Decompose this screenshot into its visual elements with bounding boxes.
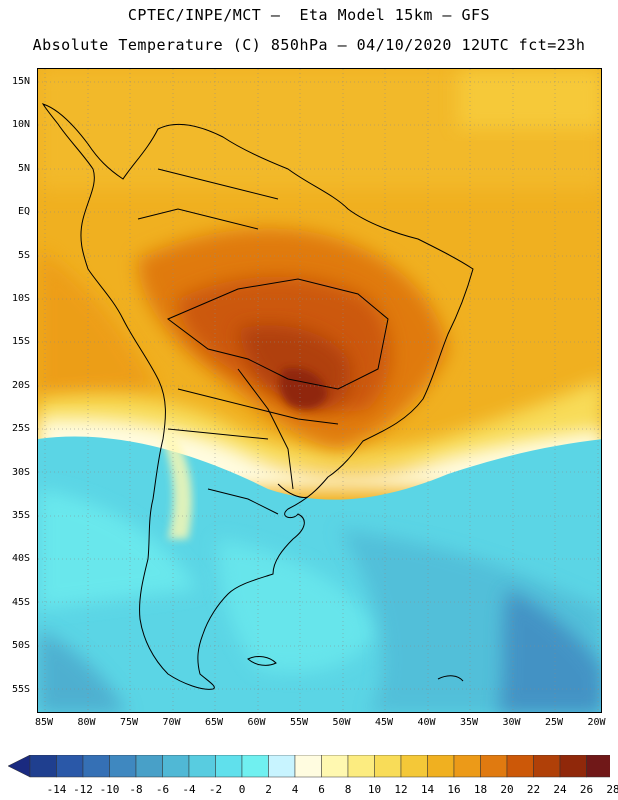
latitude-label: 55S: [11, 683, 30, 695]
longitude-label: 80W: [77, 717, 96, 728]
colorbar-swatch: [109, 755, 137, 778]
colorbar-label: -8: [129, 783, 143, 796]
colorbar-label: 20: [500, 783, 514, 796]
longitude-label: 85W: [34, 717, 54, 728]
longitude-label: 35W: [459, 717, 479, 728]
colorbar-swatch: [427, 755, 455, 778]
colorbar-swatch: [135, 755, 163, 778]
colorbar-swatch: [480, 755, 508, 778]
colorbar-swatch: [586, 755, 610, 778]
colorbar-label: 4: [291, 783, 299, 796]
colorbar-swatch: [559, 755, 587, 778]
latitude-label: 40S: [11, 553, 30, 565]
colorbar-swatch: [506, 755, 534, 778]
colorbar-label: -14: [46, 783, 67, 796]
colorbar-swatch: [374, 755, 402, 778]
colorbar-swatch: [347, 755, 375, 778]
latitude-label: 10N: [11, 119, 30, 131]
longitude-label: 25W: [544, 717, 564, 728]
latitude-label: 10S: [11, 293, 30, 304]
colorbar-label: 24: [553, 783, 567, 796]
colorbar-label: 10: [367, 783, 382, 796]
longitude-label: 75W: [119, 717, 139, 728]
colorbar-label: 12: [394, 783, 408, 796]
colorbar-label: 2: [265, 783, 272, 796]
colorbar-low-arrow: [8, 755, 31, 778]
colorbar-swatch: [29, 755, 57, 778]
colorbar-swatch: [294, 755, 322, 778]
colorbar-label: 8: [344, 783, 352, 796]
colorbar-swatch: [241, 755, 269, 778]
latitude-label: 50S: [11, 640, 30, 652]
latitude-label: 5S: [17, 249, 30, 261]
latitude-label: 25S: [11, 423, 30, 435]
latitude-label: 45S: [11, 596, 30, 608]
colorbar-label: 14: [420, 783, 435, 796]
colorbar-label: -6: [155, 783, 170, 796]
map-canvas: [38, 69, 601, 712]
colorbar-swatch: [188, 755, 216, 778]
latitude-label: 5N: [17, 162, 30, 174]
color-scale-bar: [8, 755, 610, 778]
colorbar-swatch: [82, 755, 110, 778]
longitude-label: 60W: [247, 717, 266, 728]
colorbar-swatch: [162, 755, 190, 778]
coastlines: [41, 103, 474, 690]
colorbar-label: -4: [182, 783, 196, 796]
latitude-label: 15N: [11, 76, 30, 87]
longitude-label: 70W: [162, 717, 181, 728]
colorbar-label: -12: [73, 783, 93, 796]
colorbar-label: 28: [606, 783, 618, 796]
colorbar-label: 6: [318, 783, 325, 796]
colorbar-swatch: [400, 755, 428, 778]
longitude-label: 40W: [417, 717, 436, 728]
latitude-label: 35S: [11, 510, 30, 521]
colorbar-swatch: [321, 755, 349, 778]
longitude-label: 55W: [289, 717, 309, 728]
longitude-label: 20W: [587, 717, 606, 728]
latitude-label: 15S: [11, 336, 30, 348]
longitude-label: 30W: [502, 717, 521, 728]
latitude-label: EQ: [17, 206, 30, 218]
latitude-label: 20S: [11, 379, 30, 391]
longitude-label: 45W: [374, 717, 394, 728]
colorbar-swatch: [215, 755, 243, 778]
colorbar-swatch: [56, 755, 84, 778]
colorbar-swatch: [533, 755, 561, 778]
colorbar-label: -10: [99, 783, 120, 796]
colorbar-label: 16: [447, 783, 461, 796]
colorbar-label: 18: [473, 783, 488, 796]
temperature-map: [37, 68, 602, 713]
colorbar-label: 0: [238, 783, 246, 796]
colorbar-label: 26: [579, 783, 594, 796]
longitude-label: 50W: [332, 717, 351, 728]
colorbar-swatch: [268, 755, 296, 778]
chart-title-line1: CPTEC/INPE/MCT — Eta Model 15km — GFS: [127, 6, 491, 24]
colorbar-swatch: [453, 755, 481, 778]
latitude-label: 30S: [11, 466, 30, 478]
longitude-label: 65W: [204, 717, 224, 728]
colorbar-label: -2: [208, 783, 223, 796]
chart-title-line2: Absolute Temperature (C) 850hPa — 04/10/…: [32, 36, 586, 54]
colorbar-label: 22: [526, 783, 541, 796]
